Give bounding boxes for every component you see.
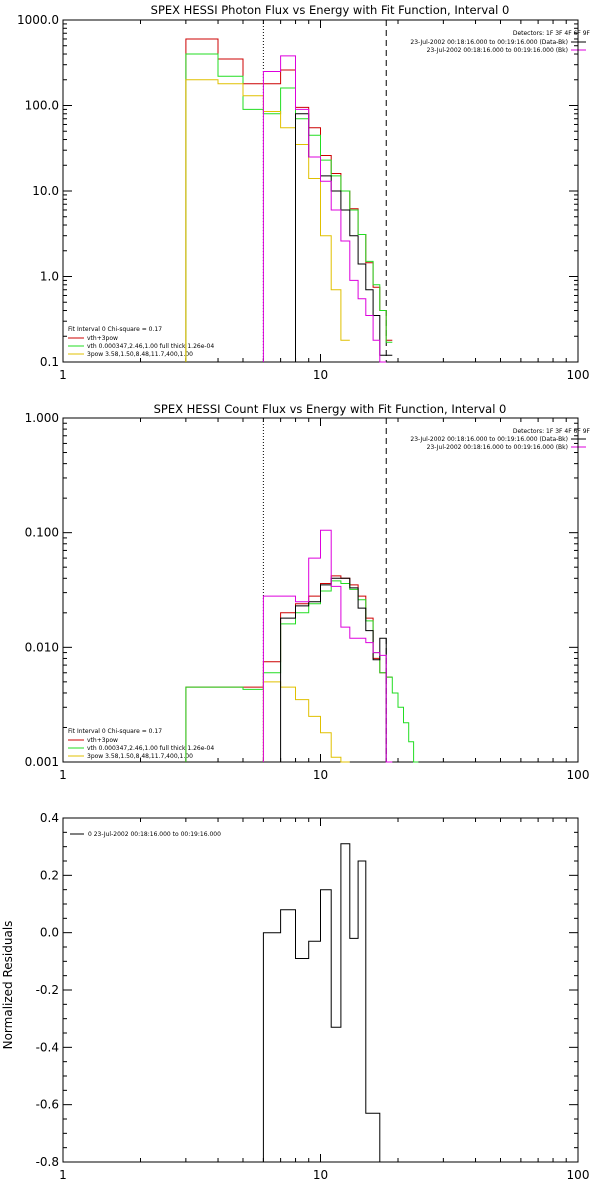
- fit-legend-3pow-2: 3pow 3.58,1.50,8.48,11.7,400,1.00: [87, 753, 193, 760]
- fit-legend-total-2: vth+3pow: [87, 737, 118, 744]
- x-tick-label: 100: [567, 368, 590, 382]
- y-tick-label: 1000.0: [17, 13, 59, 27]
- x-tick-label: 10: [313, 768, 328, 782]
- series-line-1-1: [185, 38, 393, 362]
- y-tick-label: 0.4: [40, 811, 59, 825]
- series-line-1-4: [295, 113, 393, 362]
- y-tick-label: -0.2: [36, 983, 59, 997]
- series-line-2-5: [262, 529, 393, 763]
- fit-legend-vth-2: vth 0.000347,2.46,1.00 full thick 1.26e-…: [87, 745, 214, 752]
- x-tick-label: 10: [313, 1168, 328, 1182]
- photon-flux-panel: SPEX HESSI Photon Flux vs Energy with Fi…: [17, 3, 591, 382]
- y-tick-label: 10.0: [32, 184, 59, 198]
- y-tick-label: 0.1: [40, 355, 59, 369]
- y-tick-label: 1.000: [25, 411, 59, 425]
- x-tick-label: 100: [567, 1168, 590, 1182]
- fit-legend-vth: vth 0.000347,2.46,1.00 full thick 1.26e-…: [87, 343, 214, 350]
- series-line-1-2: [185, 53, 393, 362]
- series-line-2-2: [185, 580, 419, 763]
- y-tick-label: -0.6: [36, 1098, 59, 1112]
- y-tick-label: 0.010: [25, 640, 59, 654]
- x-tick-label: 100: [567, 768, 590, 782]
- fit-legend-header: Fit Interval 0 Chi-square = 0.17: [68, 326, 162, 333]
- count-flux-title: SPEX HESSI Count Flux vs Energy with Fit…: [154, 402, 507, 416]
- data-bk-legend-text: 23-Jul-2002 00:18:16.000 to 00:19:16.000…: [410, 39, 568, 46]
- bk-legend-text-2: 23-Jul-2002 00:18:16.000 to 00:19:16.000…: [427, 444, 568, 451]
- y-tick-label: 0.100: [25, 526, 59, 540]
- count-flux-panel: SPEX HESSI Count Flux vs Energy with Fit…: [25, 402, 591, 782]
- fit-legend-3pow: 3pow 3.58,1.50,8.48,11.7,400,1.00: [87, 351, 193, 358]
- y-tick-label: 0.2: [40, 868, 59, 882]
- photon-flux-title: SPEX HESSI Photon Flux vs Energy with Fi…: [151, 3, 510, 17]
- residuals-panel: Normalized Residuals 0 23-Jul-2002 00:18…: [1, 811, 589, 1182]
- series-line-3-1: [262, 843, 393, 1163]
- x-tick-label: 1: [59, 368, 67, 382]
- x-tick-label: 10: [313, 368, 328, 382]
- series-line-1-3: [185, 79, 350, 362]
- y-tick-label: 100.0: [25, 99, 59, 113]
- y-tick-label: -0.8: [36, 1155, 59, 1169]
- residuals-ylabel: Normalized Residuals: [1, 921, 15, 1050]
- series-line-1-5: [262, 55, 387, 363]
- residual-legend-text: 0 23-Jul-2002 00:18:16.000 to 00:19:16.0…: [88, 831, 221, 838]
- y-tick-label: -0.4: [36, 1040, 59, 1054]
- y-tick-label: 0.001: [25, 755, 59, 769]
- x-tick-label: 1: [59, 1168, 67, 1182]
- series-line-2-3: [262, 681, 350, 763]
- detectors-label: Detectors: 1F 3F 4F 6F 9F: [513, 30, 591, 37]
- series-line-2-1: [185, 575, 393, 762]
- y-tick-label: 1.0: [40, 270, 59, 284]
- bk-legend-text: 23-Jul-2002 00:18:16.000 to 00:19:16.000…: [427, 47, 568, 54]
- detectors-label-2: Detectors: 1F 3F 4F 6F 9F: [513, 428, 591, 435]
- series-line-2-4: [280, 577, 393, 763]
- x-tick-label: 1: [59, 768, 67, 782]
- y-tick-label: 0.0: [40, 926, 59, 940]
- fit-legend-header-2: Fit Interval 0 Chi-square = 0.17: [68, 728, 162, 735]
- plot-frame-3: [62, 817, 579, 1163]
- fit-legend-total: vth+3pow: [87, 335, 118, 342]
- data-bk-legend-text-2: 23-Jul-2002 00:18:16.000 to 00:19:16.000…: [410, 436, 568, 443]
